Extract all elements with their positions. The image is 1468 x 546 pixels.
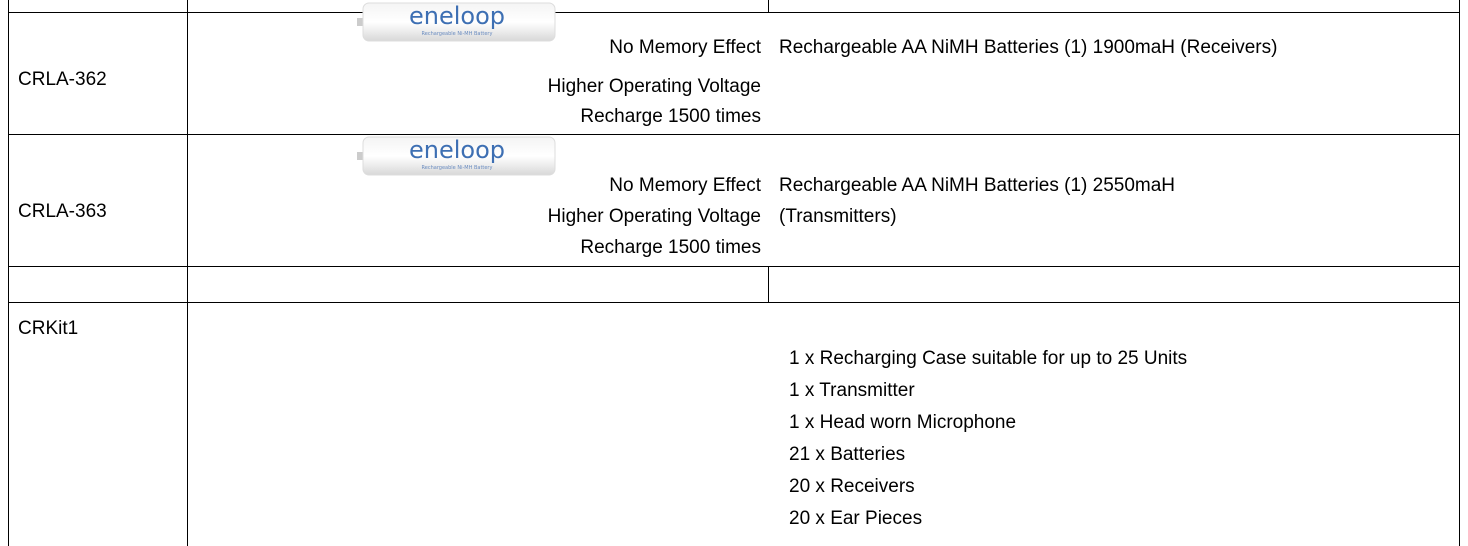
feature: Higher Operating Voltage — [547, 76, 761, 97]
border — [8, 266, 1460, 267]
description: 1 x Head worn Microphone — [789, 412, 1017, 433]
product-code: CRLA-362 — [18, 69, 107, 90]
description: (Transmitters) — [779, 206, 897, 227]
border — [768, 0, 769, 12]
border — [1459, 0, 1460, 546]
brand: eneloop — [409, 136, 505, 164]
feature: Higher Operating Voltage — [547, 206, 761, 227]
feature: Recharge 1500 times — [580, 106, 761, 127]
description: 20 x Receivers — [789, 476, 915, 497]
feature: No Memory Effect — [609, 175, 761, 196]
border — [8, 12, 1460, 13]
caption: Rechargeable Ni-MH Battery — [422, 31, 493, 37]
brand: eneloop — [409, 2, 505, 30]
product-code: CRLA-363 — [18, 201, 107, 222]
feature: No Memory Effect — [609, 37, 761, 58]
description: 21 x Batteries — [789, 444, 906, 465]
border — [8, 0, 9, 546]
description: 1 x Transmitter — [789, 380, 915, 401]
description: Rechargeable AA NiMH Batteries (1) 1900m… — [779, 37, 1278, 58]
border — [768, 266, 769, 302]
border — [8, 134, 1460, 135]
product-code: CRKit1 — [18, 318, 79, 339]
feature: Recharge 1500 times — [580, 237, 761, 258]
description: 20 x Ear Pieces — [789, 508, 923, 529]
caption: Rechargeable Ni-MH Battery — [422, 165, 493, 171]
description: 1 x Recharging Case suitable for up to 2… — [789, 348, 1188, 369]
border — [8, 302, 1460, 303]
border — [187, 0, 188, 546]
description: Rechargeable AA NiMH Batteries (1) 2550m… — [779, 175, 1176, 196]
